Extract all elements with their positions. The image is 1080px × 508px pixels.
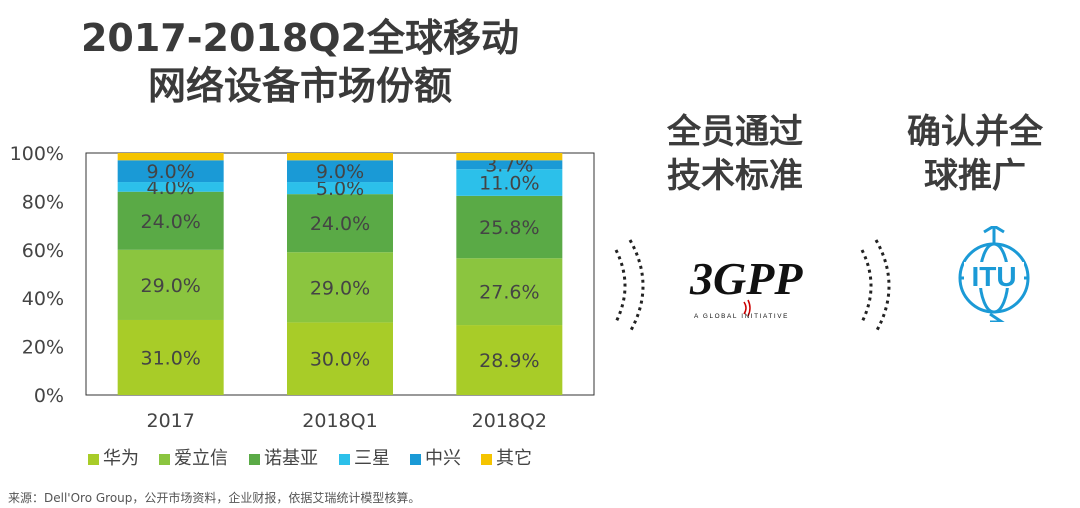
data-label: 11.0% (479, 173, 539, 195)
3gpp-tagline: A GLOBAL INITIATIVE (694, 313, 789, 320)
bar-segment (117, 319, 224, 395)
bar-segment (287, 252, 393, 323)
bar-segment (287, 322, 393, 395)
legend-label: 其它 (496, 448, 532, 469)
3gpp-logo-text: 3GPP (689, 253, 803, 304)
data-label: 24.0% (310, 213, 370, 235)
legend-label: 中兴 (425, 448, 461, 469)
bar-segment (117, 182, 224, 192)
legend-swatch (88, 454, 99, 465)
data-label: 24.0% (140, 211, 200, 233)
bar-segment (456, 195, 563, 259)
legend-swatch (410, 454, 421, 465)
legend-swatch (159, 454, 170, 465)
bar-segment (287, 182, 393, 195)
itu-logo: ITU (958, 226, 1030, 322)
bar-segment (287, 194, 393, 253)
stacked-bar-chart: 0%20%40%60%80%100%31.0%29.0%24.0%4.0%9.0… (10, 143, 595, 469)
y-tick-label: 80% (22, 191, 64, 213)
chart-title: 2017-2018Q2全球移动 网络设备市场份额 (80, 16, 520, 108)
y-tick-label: 100% (10, 143, 64, 165)
legend-label: 诺基亚 (264, 448, 318, 469)
data-label: 9.0% (147, 161, 195, 183)
heading-global-promotion: 确认并全 球推广 (907, 112, 1043, 196)
legend-swatch (339, 454, 350, 465)
signal-arcs-icon-left (614, 239, 645, 333)
data-label: 29.0% (140, 275, 200, 297)
3gpp-logo: 3GPP A GLOBAL INITIATIVE (689, 253, 803, 320)
bar-segment (117, 160, 224, 183)
y-tick-label: 0% (34, 385, 64, 407)
y-tick-label: 40% (22, 288, 64, 310)
legend-label: 华为 (103, 448, 139, 469)
bar-segment (117, 153, 224, 161)
x-tick-label: 2018Q1 (302, 410, 377, 432)
data-label: 4.0% (147, 177, 195, 199)
legend-label: 爱立信 (174, 448, 228, 469)
data-label: 31.0% (140, 347, 200, 369)
data-label: 27.6% (479, 282, 539, 304)
bar-segment (456, 325, 563, 395)
bar-segment (456, 169, 563, 196)
data-label: 30.0% (310, 349, 370, 371)
y-tick-label: 20% (22, 337, 64, 359)
bar-segment (456, 153, 563, 161)
source-note: 来源：Dell'Oro Group，公开市场资料，企业财报，依据艾瑞统计模型核算… (8, 491, 421, 505)
bar-segment (456, 258, 563, 326)
bar-segment (287, 160, 393, 183)
itu-logo-text: ITU (971, 261, 1016, 292)
legend-swatch (481, 454, 492, 465)
bar-segment (287, 153, 393, 161)
data-label: 29.0% (310, 277, 370, 299)
data-label: 5.0% (316, 178, 364, 200)
x-tick-label: 2017 (146, 410, 194, 432)
data-label: 25.8% (479, 217, 539, 239)
y-tick-label: 60% (22, 240, 64, 262)
legend-swatch (249, 454, 260, 465)
heading-tech-standard: 全员通过 技术标准 (667, 112, 803, 196)
signal-arcs-icon-right (860, 239, 891, 333)
data-label: 28.9% (479, 350, 539, 372)
bar-segment (117, 191, 224, 250)
x-tick-label: 2018Q2 (472, 410, 547, 432)
bar-segment (117, 249, 224, 320)
legend-label: 三星 (354, 448, 390, 469)
bar-segment (456, 160, 563, 170)
data-label: 9.0% (316, 161, 364, 183)
